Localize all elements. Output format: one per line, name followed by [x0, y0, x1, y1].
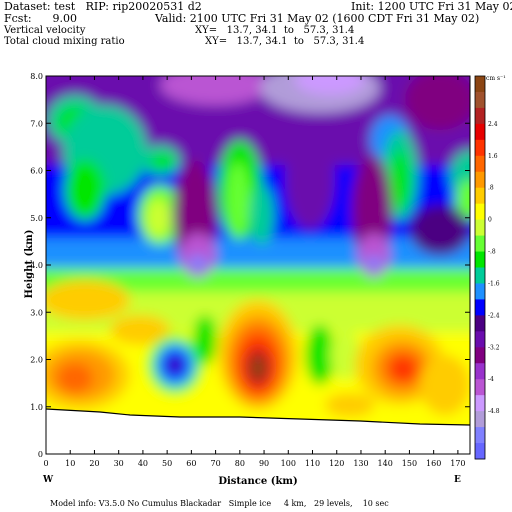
colorbar-swatch: [475, 347, 485, 364]
y-tick-label: 0: [38, 450, 43, 459]
colorbar-label: -3.2: [488, 344, 500, 351]
x-tick-label: 0: [43, 459, 48, 468]
fcst-label: Fcst: 9.00: [4, 12, 78, 25]
x-tick-label: 80: [235, 459, 245, 468]
colorbar-swatch: [475, 91, 485, 109]
colorbar-swatch: [475, 251, 485, 268]
colorbar-swatch: [475, 363, 485, 380]
x-tick-label: 170: [450, 459, 465, 468]
y-tick-label: 5.0: [30, 214, 43, 223]
colorbar-label: -4.8: [488, 408, 500, 415]
dataset-label: Dataset: test RIP: rip20020531 d2: [4, 0, 202, 13]
colorbar-swatch: [475, 267, 485, 284]
colorbar-label: -.8: [488, 249, 496, 256]
colorbar-swatch: [475, 203, 485, 221]
x-tick-label: 90: [259, 459, 269, 468]
y-tick-label: 2.0: [30, 356, 43, 365]
x-tick-label: 40: [138, 459, 148, 468]
x-axis: 0 10 20 30 40 50 60 70 80 90 100 110 120 130 140 150 160…: [43, 76, 466, 468]
colorbar-swatch: [475, 187, 485, 205]
y-axis: 0 1.0 2.0 3.0 4.0 5.0 6.0 7.0 8.0: [30, 72, 470, 459]
velocity-field: [46, 76, 470, 454]
colorbar-swatch: [475, 379, 485, 396]
field-cloud-mixing-ratio: Total cloud mixing ratio: [4, 36, 125, 47]
x-tick-label: 130: [353, 459, 368, 468]
init-label: Init: 1200 UTC Fri 31 May 02: [351, 0, 512, 13]
field-vertical-velocity: Vertical velocity: [4, 25, 86, 36]
y-tick-label: 4.0: [30, 261, 43, 270]
colorbar-label: .8: [488, 185, 494, 192]
x-tick-label: 20: [89, 459, 99, 468]
colorbar-label: -4: [488, 376, 494, 383]
colorbar-label: 2.4: [488, 121, 498, 128]
colorbar-swatch: [475, 235, 485, 253]
x-tick-label: 30: [114, 459, 124, 468]
x-tick-label: 60: [186, 459, 196, 468]
colorbar-swatch: [475, 427, 485, 444]
colorbar-swatch: [475, 315, 485, 332]
colorbar-unit: cm s⁻¹: [486, 75, 506, 82]
colorbar-swatch: [475, 171, 485, 189]
x-tick-label: 150: [402, 459, 417, 468]
colorbar-label: 0: [488, 217, 492, 224]
east-label: E: [454, 475, 461, 485]
colorbar-label: -2.4: [488, 312, 500, 319]
xy-range-2: XY= 13.7, 34.1 to 57.3, 31.4: [205, 36, 365, 47]
colorbar-label: -1.6: [488, 280, 500, 287]
xy-range-1: XY= 13.7, 34.1 to 57.3, 31.4: [195, 25, 355, 36]
y-axis-title: Height (km): [24, 230, 35, 299]
colorbar-swatch: [475, 299, 485, 316]
model-info: Model info: V3.5.0 No Cumulus Blackadar …: [50, 499, 389, 508]
west-label: W: [42, 475, 54, 485]
x-tick-label: 100: [281, 459, 296, 468]
x-tick-label: 50: [162, 459, 172, 468]
x-tick-label: 70: [211, 459, 221, 468]
x-tick-label: 110: [305, 459, 320, 468]
colorbar-swatch: [475, 443, 485, 460]
y-tick-label: 3.0: [30, 308, 43, 317]
terrain: [46, 409, 470, 454]
colorbar-swatch: [475, 219, 485, 237]
colorbar-swatch: [475, 283, 485, 300]
x-tick-label: 120: [329, 459, 344, 468]
colorbar-swatch: [475, 139, 485, 157]
x-axis-title: Distance (km): [218, 476, 297, 487]
colorbar: 2.4 1.6 .8 0 -.8 -1.6 -2.4 -3.2 -4 -4.8: [474, 75, 500, 460]
colorbar-swatch: [475, 411, 485, 428]
x-tick-label: 140: [378, 459, 393, 468]
x-tick-label: 10: [65, 459, 75, 468]
y-tick-label: 6.0: [30, 167, 43, 176]
y-tick-label: 8.0: [30, 72, 43, 81]
y-tick-label: 1.0: [30, 403, 43, 412]
x-tick-label: 160: [426, 459, 441, 468]
valid-label: Valid: 2100 UTC Fri 31 May 02 (1600 CDT …: [155, 12, 480, 25]
colorbar-label: 1.6: [488, 153, 498, 160]
y-tick-label: 7.0: [30, 119, 43, 128]
colorbar-swatch: [475, 76, 485, 93]
colorbar-swatch: [475, 331, 485, 348]
colorbar-swatch: [475, 123, 485, 141]
colorbar-swatch: [475, 107, 485, 125]
colorbar-swatch: [475, 155, 485, 173]
colorbar-swatch: [475, 395, 485, 412]
